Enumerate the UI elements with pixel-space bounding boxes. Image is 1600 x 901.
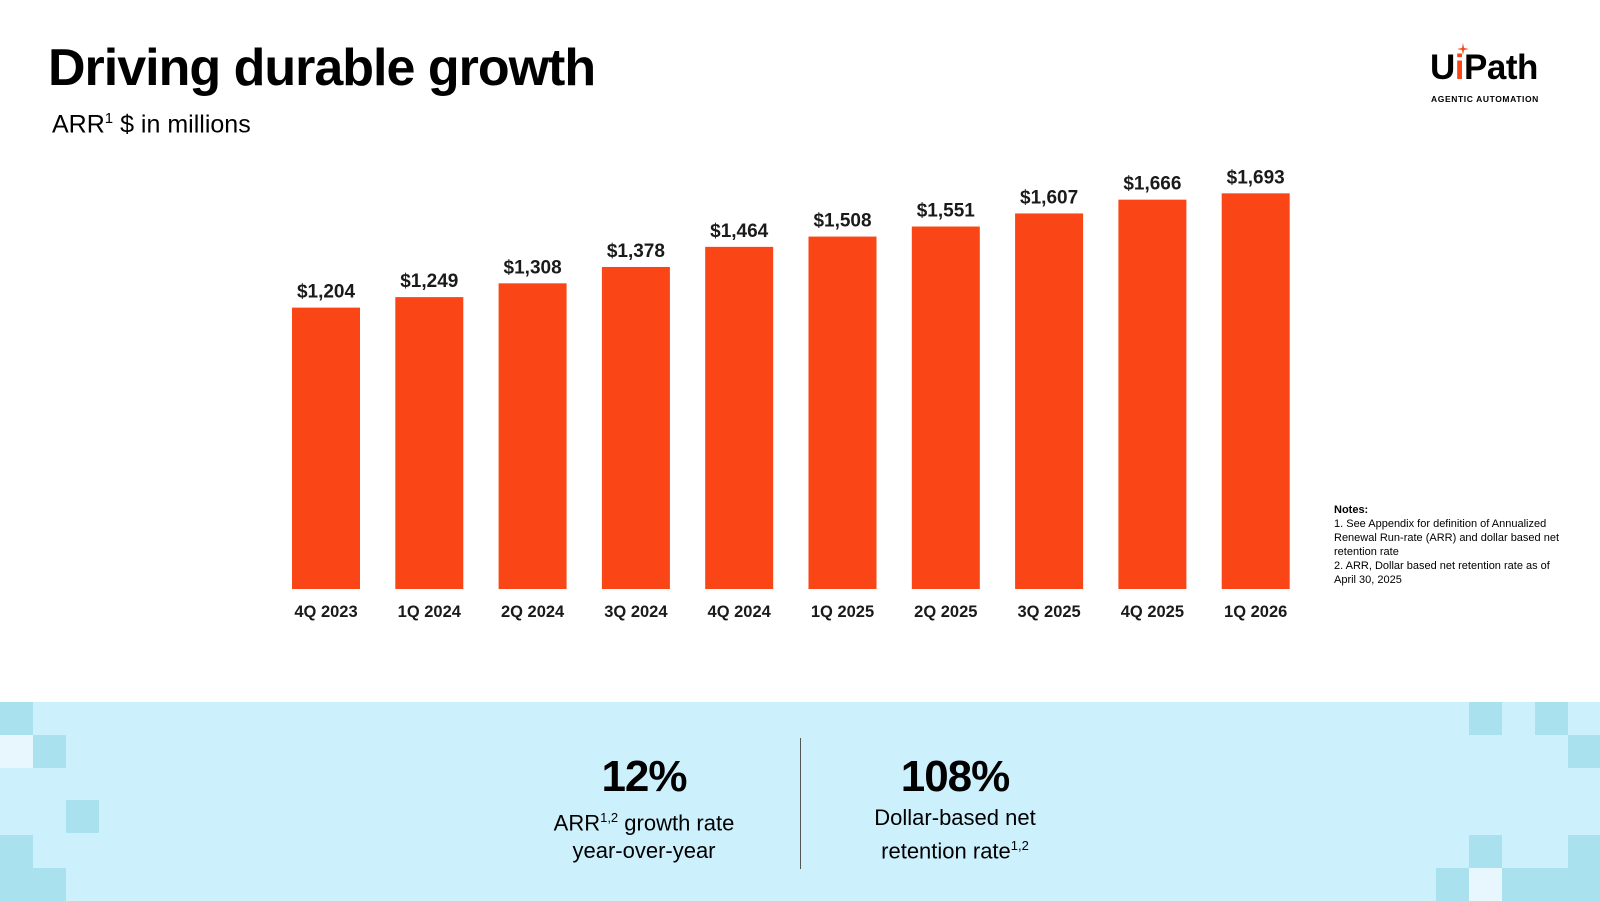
subtitle-suffix: $ in millions	[113, 110, 251, 139]
logo-word-i: i	[1454, 48, 1465, 87]
bar-value-label: $1,378	[607, 241, 665, 262]
x-tick-label: 2Q 2025	[914, 603, 977, 621]
bar-1q-2026	[1221, 193, 1290, 590]
decor-square	[1436, 868, 1469, 901]
bar-1q-2025	[808, 236, 877, 590]
note-item-1: 1. See Appendix for definition of Annual…	[1334, 518, 1560, 558]
kpi-retention-footnote-ref: 1,2	[1010, 838, 1029, 853]
kpi-retention-label-line2: retention rate	[881, 838, 1011, 864]
subtitle-footnote-ref: 1	[104, 110, 114, 127]
chart-subtitle: ARR1 $ in millions	[52, 110, 251, 139]
x-tick-label: 4Q 2025	[1121, 603, 1184, 621]
bar-value-label: $1,204	[297, 282, 356, 303]
kpi-growth-footnote-ref: 1,2	[600, 810, 619, 825]
x-tick-label: 3Q 2024	[604, 603, 668, 621]
page-title: Driving durable growth	[48, 39, 596, 97]
logo-tagline: AGENTIC AUTOMATION	[1431, 94, 1539, 104]
logo-word-path: Path	[1464, 48, 1538, 87]
x-tick-label: 3Q 2025	[1017, 603, 1080, 621]
bar-4q-2024	[705, 246, 774, 589]
bar-3q-2024	[601, 266, 670, 589]
kpi-net-retention: 108% Dollar-based net retention rate1,2	[805, 752, 1105, 865]
bar-value-label: $1,607	[1020, 187, 1078, 208]
bar-value-label: $1,551	[917, 201, 976, 222]
x-tick-label: 4Q 2023	[294, 603, 357, 621]
kpi-growth-label-prefix: ARR	[553, 810, 601, 836]
decor-square	[33, 735, 66, 768]
decor-square	[66, 800, 99, 833]
decor-square	[1502, 868, 1535, 901]
notes-title: Notes:	[1334, 504, 1369, 516]
x-tick-label: 1Q 2025	[811, 603, 874, 621]
decor-square	[1535, 702, 1568, 735]
logo-word-u: U	[1430, 48, 1455, 87]
bar-2q-2025	[911, 226, 980, 589]
decor-square	[0, 735, 33, 768]
decor-square	[1568, 835, 1600, 868]
bar-value-label: $1,249	[400, 271, 458, 292]
kpi-growth-label-line2: year-over-year	[572, 838, 716, 864]
bar-value-label: $1,693	[1227, 167, 1285, 188]
decor-square	[33, 868, 66, 901]
spark-icon	[1457, 43, 1469, 55]
kpi-arr-growth-value: 12%	[601, 752, 687, 801]
decor-square	[1568, 735, 1600, 768]
notes-panel: Notes: 1. See Appendix for definition of…	[1334, 503, 1566, 587]
kpi-band: 12% ARR1,2 growth rate year-over-year 108…	[0, 702, 1600, 901]
kpi-retention-label-line1: Dollar-based net	[874, 805, 1036, 830]
decor-square	[0, 835, 33, 868]
bar-4q-2025	[1118, 199, 1187, 589]
kpi-net-retention-value: 108%	[900, 752, 1011, 801]
decor-square	[1469, 702, 1502, 735]
decor-square	[1469, 835, 1502, 868]
x-tick-label: 2Q 2024	[501, 603, 565, 621]
decor-square	[1568, 868, 1600, 901]
uipath-logo: UiPath AGENTIC AUTOMATION	[1430, 43, 1550, 108]
bar-1q-2024	[395, 297, 464, 589]
kpi-net-retention-label: Dollar-based net retention rate1,2	[805, 804, 1105, 865]
x-tick-label: 1Q 2026	[1224, 603, 1287, 621]
kpi-growth-label-rest: growth rate	[618, 810, 735, 836]
logo-wordmark: UiPath	[1430, 48, 1538, 88]
x-tick-label: 1Q 2024	[398, 603, 462, 621]
decor-square	[1469, 868, 1502, 901]
bar-value-label: $1,464	[710, 221, 769, 242]
bar-4q-2023	[292, 307, 360, 589]
kpi-arr-growth: 12% ARR1,2 growth rate year-over-year	[494, 752, 794, 865]
decor-square	[0, 702, 33, 735]
arr-bar-chart: $1,204 4Q 2023 $1,249 1Q 2024 $1,308 2Q 2024 $…	[292, 167, 1290, 621]
kpi-arr-growth-label: ARR1,2 growth rate year-over-year	[494, 804, 794, 865]
bar-value-label: $1,666	[1123, 174, 1181, 195]
kpi-divider	[800, 738, 801, 869]
decor-square	[1535, 868, 1568, 901]
note-item-2: 2. ARR, Dollar based net retention rate …	[1334, 560, 1550, 586]
bar-3q-2025	[1015, 213, 1084, 590]
bar-value-label: $1,308	[504, 257, 562, 278]
subtitle-prefix: ARR	[52, 110, 105, 139]
x-tick-label: 4Q 2024	[708, 603, 772, 621]
decor-square	[0, 868, 33, 901]
bar-value-label: $1,508	[813, 211, 871, 232]
bar-2q-2024	[498, 283, 567, 589]
